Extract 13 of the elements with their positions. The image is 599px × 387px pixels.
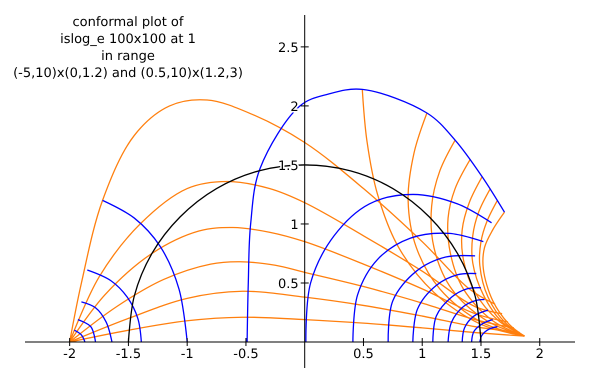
x-tick-label: 2 [536, 347, 544, 362]
x-tick-label: 1.5 [470, 347, 492, 362]
x-tick-label: -1.5 [116, 347, 142, 362]
y-tick-label: 0.5 [278, 276, 299, 292]
y-tick-label: 2 [290, 100, 299, 115]
x-tick-label: 1 [418, 347, 426, 362]
x-tick-label: -0.5 [233, 347, 259, 362]
x-tick-label: -2 [63, 347, 76, 362]
x-tick-label: -1 [180, 347, 194, 362]
y-tick-label: 1 [290, 218, 299, 233]
y-tick-label: 2.5 [278, 40, 299, 56]
text: conformal plot of islog_e 100x100 at 1 in range (-5,10)x(0,1.2) and (0.5,10)x(1.2,3) [13, 15, 243, 81]
x-tick-label: 0.5 [353, 347, 374, 362]
